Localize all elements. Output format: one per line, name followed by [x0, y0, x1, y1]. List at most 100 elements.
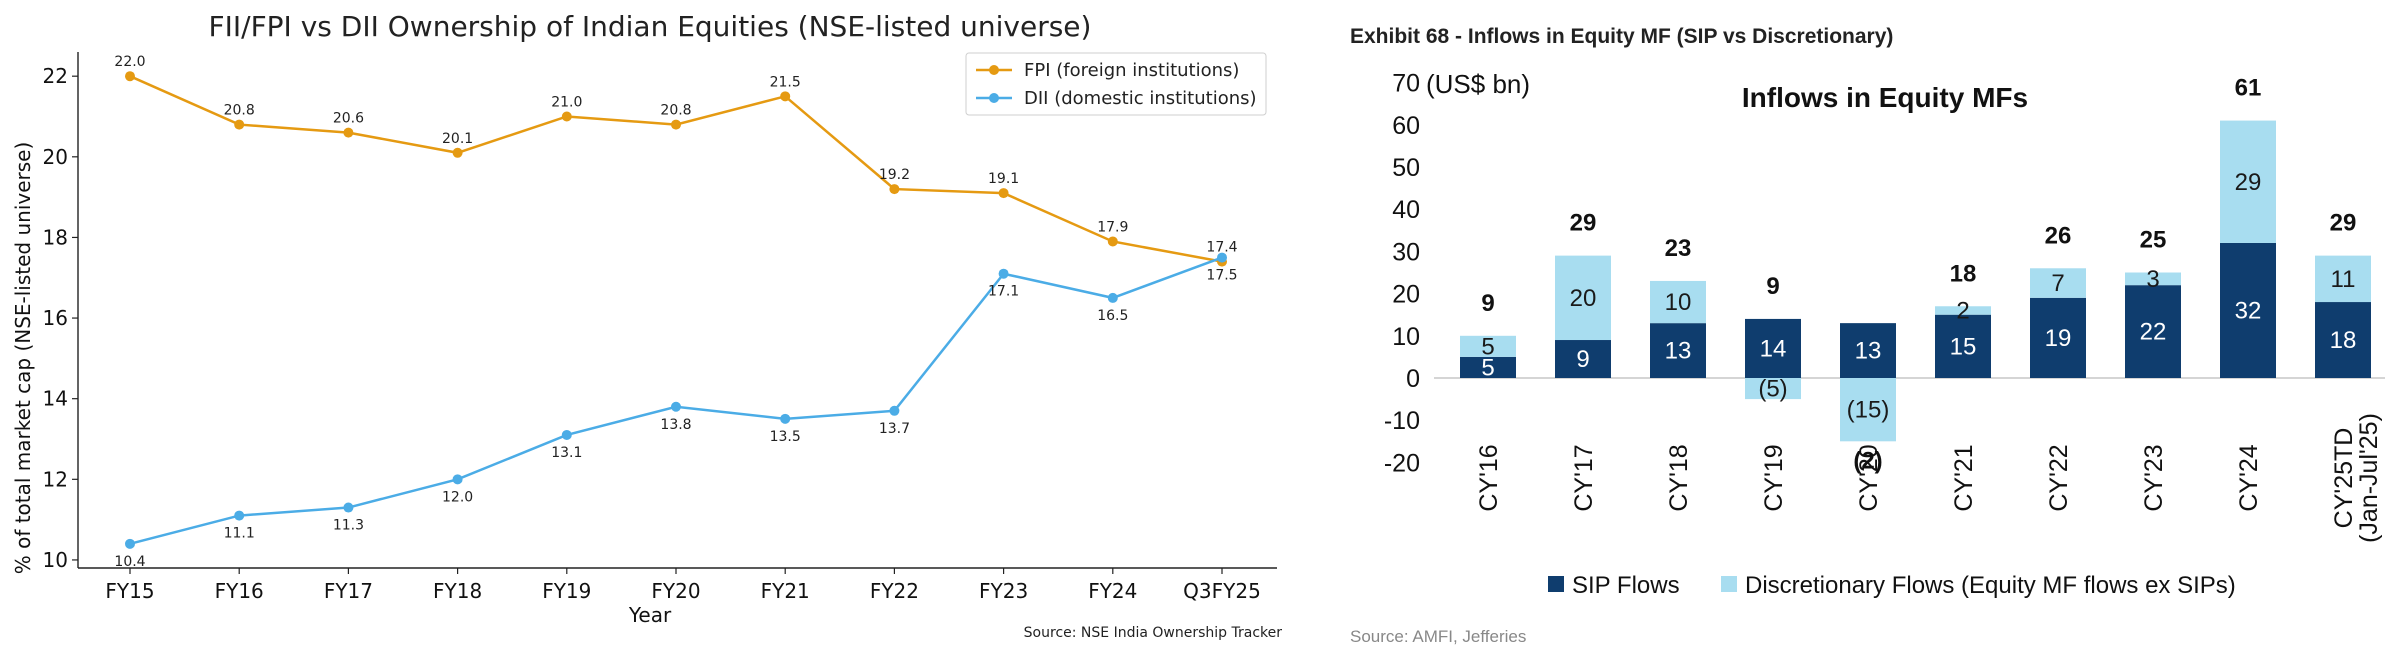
- bar-discretionary: [1460, 335, 1516, 357]
- bar-sip: [1745, 318, 1801, 378]
- bar-total-label: 9: [1766, 273, 1779, 300]
- data-point-fpi: [889, 184, 900, 195]
- bar-sip: [1650, 323, 1706, 378]
- right-y-tick-label: 0: [1406, 365, 1420, 393]
- left-x-tick-label: FY22: [870, 579, 919, 603]
- bar-label-sip: 19: [2045, 325, 2072, 352]
- bar-total-label: 26: [2045, 222, 2072, 249]
- data-label-dii: 13.7: [879, 421, 910, 437]
- bar-label-discretionary: 11: [2331, 266, 2356, 293]
- data-label-fpi: 20.6: [333, 111, 364, 127]
- bar-total-label: 61: [2235, 75, 2262, 102]
- data-point-fpi: [125, 71, 135, 82]
- bar-label-discretionary: 5: [1481, 333, 1494, 360]
- left-y-tick-label: 12: [43, 467, 68, 491]
- data-point-fpi: [234, 119, 245, 130]
- bar-discretionary: [1650, 280, 1706, 324]
- bar-sip: [2315, 302, 2371, 378]
- bar-discretionary: [2220, 120, 2276, 243]
- bar-label-discretionary: 29: [2235, 169, 2262, 196]
- right-y-tick-label: 50: [1392, 154, 1420, 182]
- data-label-fpi: 21.5: [770, 74, 801, 90]
- left-x-tick-label: FY19: [542, 579, 591, 603]
- data-point-dii: [780, 413, 791, 424]
- data-point-dii: [1107, 292, 1118, 303]
- left-axes: 10 12 14 16 18 20 22 FY15 FY16 FY17 FY18 FY19 FY20 FY…: [43, 52, 1277, 603]
- bar-sip: [2030, 297, 2086, 378]
- left-x-tick-label: FY15: [105, 579, 154, 603]
- bar-label-discretionary: 10: [1665, 289, 1692, 316]
- left-source: Source: NSE India Ownership Tracker: [1024, 625, 1283, 641]
- bar-total-label: 9: [1481, 290, 1494, 317]
- left-y-tick-label: 14: [43, 387, 68, 411]
- bar-label-discretionary: 20: [1570, 285, 1597, 312]
- right-y-tick-label: 60: [1392, 112, 1420, 140]
- data-label-dii: 13.8: [660, 417, 691, 433]
- bar-total-label: 29: [1570, 210, 1597, 237]
- data-label-fpi: 19.1: [988, 171, 1019, 187]
- bar-total-label: 29: [2330, 210, 2357, 237]
- data-point-dii: [561, 429, 572, 440]
- bar-label-sip: 22: [2140, 319, 2167, 346]
- data-label-dii: 17.1: [988, 284, 1019, 300]
- data-label-fpi: 22.0: [114, 54, 145, 70]
- bar-label-sip: 18: [2330, 327, 2357, 354]
- bar-label-discretionary: 2: [1956, 297, 1969, 324]
- data-point-fpi: [671, 119, 681, 130]
- data-point-fpi: [561, 111, 572, 122]
- right-source: Source: AMFI, Jefferies: [1350, 627, 1526, 646]
- data-point-dii: [671, 401, 681, 412]
- data-point-dii: [234, 510, 245, 521]
- bar-sip: [1935, 314, 1991, 378]
- right-unit-label: (US$ bn): [1426, 69, 1530, 99]
- bar-label-sip: 14: [1760, 335, 1787, 362]
- data-label-fpi: 20.8: [224, 103, 255, 119]
- right-y-tick-label: 70: [1392, 70, 1420, 98]
- left-x-tick-label: Q3FY25: [1183, 579, 1261, 603]
- bar-category-label: (Jan-Jul'25): [2355, 413, 2383, 543]
- left-legend: FPI (foreign institutions) DII (domestic…: [965, 52, 1267, 116]
- bar-category-label: CY'17: [1570, 444, 1598, 511]
- bar-category-label: CY'16: [1475, 444, 1503, 511]
- left-y-tick-label: 16: [43, 306, 68, 330]
- right-y-tick-label: -20: [1384, 449, 1420, 477]
- data-point-dii: [452, 474, 463, 485]
- right-bar-labels: 559CY'1692029CY'17131023CY'1814(5)9CY'19…: [1475, 75, 2383, 543]
- data-point-fpi: [780, 91, 791, 102]
- data-point-fpi: [1107, 236, 1118, 247]
- left-y-tick-label: 18: [43, 225, 68, 249]
- exhibit-title: Exhibit 68 - Inflows in Equity MF (SIP v…: [1350, 25, 1893, 48]
- left-legend-box: [965, 52, 1267, 116]
- data-label-fpi: 20.8: [660, 103, 691, 119]
- data-label-dii: 11.1: [224, 526, 255, 542]
- legend-fpi-marker: [989, 65, 999, 75]
- bar-label-sip: 32: [2235, 297, 2262, 324]
- data-point-dii: [125, 538, 135, 549]
- bar-category-label: CY'23: [2140, 444, 2168, 511]
- bar-label-discretionary: 7: [2051, 270, 2064, 297]
- series-line-dii: [129, 256, 1223, 546]
- data-label-fpi: 17.4: [1206, 240, 1237, 256]
- left-x-tick-label: FY16: [215, 579, 264, 603]
- data-point-fpi: [998, 188, 1009, 199]
- bar-total-label: (2): [1853, 447, 1882, 474]
- bar-label-sip: 15: [1950, 333, 1977, 360]
- data-point-dii: [343, 502, 354, 513]
- right-y-tick-label: 30: [1392, 238, 1420, 266]
- bar-category-label: CY'20: [1855, 444, 1883, 511]
- bar-category-label: CY'24: [2235, 444, 2263, 511]
- legend-dii-label: DII (domestic institutions): [1024, 88, 1257, 109]
- left-series-lines: [125, 71, 1227, 549]
- bar-discretionary: [1745, 378, 1801, 400]
- legend-disc-swatch: [1721, 576, 1737, 592]
- left-line-chart: FII/FPI vs DII Ownership of Indian Equit…: [11, 10, 1282, 641]
- right-legend: SIP Flows Discretionary Flows (Equity MF…: [1548, 572, 2236, 599]
- data-point-dii: [1217, 252, 1227, 263]
- bar-label-sip: 13: [1855, 338, 1882, 365]
- right-y-tick-label: 10: [1392, 323, 1420, 351]
- data-label-dii: 16.5: [1097, 308, 1128, 324]
- left-y-tick-label: 10: [43, 548, 68, 572]
- bar-category-label: CY'18: [1665, 444, 1693, 511]
- bar-discretionary: [1935, 306, 1991, 315]
